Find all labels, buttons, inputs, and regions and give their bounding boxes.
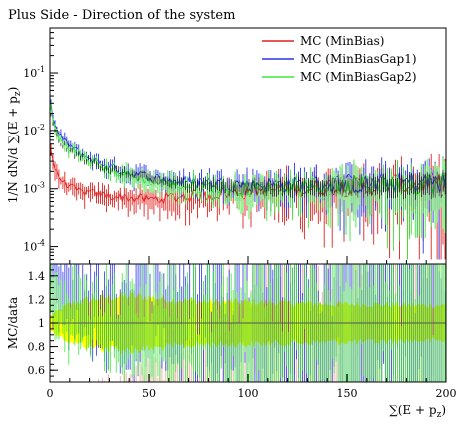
x-tick-label: 100 (238, 387, 259, 400)
x-tick-label: 50 (142, 387, 156, 400)
legend-label-gap2: MC (MinBiasGap2) (300, 70, 417, 84)
y-tick-label: 10-1 (23, 65, 45, 80)
y-tick-label: 10-3 (23, 181, 45, 196)
ratio-y-tick-label: 0.8 (28, 341, 46, 354)
chart-title: Plus Side - Direction of the system (8, 8, 235, 23)
series-line-gap2 (50, 105, 446, 198)
x-tick-label: 0 (47, 387, 54, 400)
legend: MC (MinBias) MC (MinBiasGap1) MC (MinBia… (262, 34, 417, 84)
x-tick-label: 200 (436, 387, 457, 400)
x-axis-label: ∑(E + pz) (389, 403, 446, 420)
y-axis-label: 1/N dN/d ∑(E + pz) (6, 87, 23, 204)
series-line-gap1 (50, 102, 446, 196)
data-points (50, 113, 446, 200)
ratio-y-axis-label: MC/data (6, 297, 20, 349)
main-plot: 10-1 10-2 10-3 10-4 (23, 27, 447, 265)
ratio-y-tick-label: 1.4 (28, 270, 46, 283)
ratio-y-tick-label: 1 (38, 317, 45, 330)
legend-label-minbias: MC (MinBias) (300, 34, 384, 48)
ratio-y-tick-label: 1.2 (28, 293, 46, 306)
main-plot-area (50, 28, 446, 264)
y-tick-label: 10-4 (23, 239, 45, 254)
ratio-plot: 0 50 100 150 200 1.4 1.2 1 0.8 0.6 (28, 263, 457, 400)
legend-label-gap1: MC (MinBiasGap1) (300, 52, 417, 66)
y-tick-label: 10-2 (23, 123, 45, 138)
ratio-y-tick-label: 0.6 (28, 364, 46, 377)
x-tick-label: 150 (337, 387, 358, 400)
